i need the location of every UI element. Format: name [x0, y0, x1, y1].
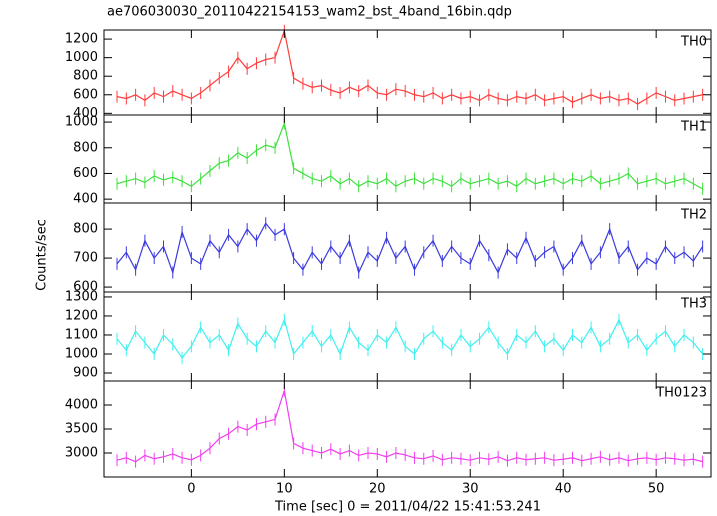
- y-tick-label: 800: [73, 140, 98, 155]
- series-line: [116, 121, 703, 190]
- panel-label: TH0123: [655, 386, 707, 401]
- panel-frame: [103, 202, 712, 293]
- y-tick-label: 600: [73, 166, 98, 181]
- y-tick-label: 1000: [65, 115, 98, 130]
- y-tick-label: 1100: [65, 327, 98, 342]
- y-tick-label: 1000: [65, 346, 98, 361]
- series-line: [116, 317, 704, 359]
- y-tick-label: 4000: [65, 398, 98, 413]
- x-tick-label: 20: [369, 482, 386, 497]
- panel-label: TH1: [680, 120, 707, 135]
- panel-frame: [103, 114, 712, 204]
- y-tick-label: 400: [73, 106, 98, 121]
- chart-title: ae706030030_20110422154153_wam2_bst_4ban…: [107, 5, 512, 20]
- x-tick-label: 0: [187, 482, 195, 497]
- y-tick-label: 3500: [65, 422, 98, 437]
- panel-label: TH3: [680, 297, 707, 312]
- panel-label: TH2: [680, 208, 707, 223]
- panel-label: TH0: [680, 35, 707, 50]
- y-tick-label: 3000: [65, 446, 98, 461]
- y-tick-label: 1200: [65, 32, 98, 47]
- y-tick-label: 900: [73, 366, 98, 381]
- y-axis-label: Counts/sec: [35, 219, 50, 291]
- x-axis-label: Time [sec] 0 = 2011/04/22 15:41:53.241: [274, 500, 541, 515]
- x-tick-label: 50: [648, 482, 665, 497]
- series-line: [116, 28, 703, 105]
- x-tick-label: 10: [276, 482, 293, 497]
- y-tick-label: 400: [73, 192, 98, 207]
- y-tick-label: 1000: [65, 50, 98, 65]
- y-tick-label: 700: [73, 251, 98, 266]
- panel-frame: [103, 380, 712, 478]
- series-line: [116, 390, 703, 463]
- y-tick-label: 1300: [65, 289, 98, 304]
- y-tick-label: 800: [73, 69, 98, 84]
- series-line: [116, 222, 704, 275]
- y-tick-label: 600: [73, 280, 98, 295]
- x-tick-label: 30: [462, 482, 479, 497]
- x-tick-label: 40: [555, 482, 572, 497]
- panel-frame: [103, 291, 712, 382]
- y-tick-label: 1200: [65, 308, 98, 323]
- y-tick-label: 600: [73, 87, 98, 102]
- panel-frame: [103, 29, 712, 116]
- y-tick-label: 800: [73, 222, 98, 237]
